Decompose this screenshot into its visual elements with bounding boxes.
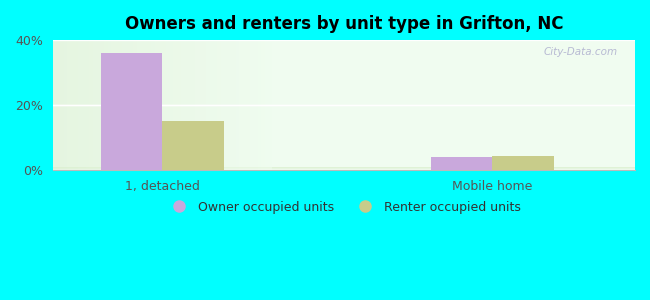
Bar [166,40,170,170]
Bar [67,40,71,170]
Bar [250,40,254,170]
Bar [257,40,261,170]
Bar [225,40,228,170]
Bar [239,40,243,170]
Bar [140,40,144,170]
Bar [151,40,155,170]
Bar [261,40,265,170]
Bar [254,40,257,170]
Bar [174,40,177,170]
Bar [111,40,115,170]
Bar [162,40,166,170]
Bar [60,40,64,170]
Bar [265,40,268,170]
Bar [207,40,210,170]
Bar [78,40,82,170]
Bar [430,157,492,170]
Bar [104,40,107,170]
Bar [93,40,97,170]
Bar [107,40,111,170]
Bar [100,40,104,170]
Bar [247,40,250,170]
Bar [57,40,60,170]
Text: City-Data.com: City-Data.com [543,46,618,57]
Bar [75,40,78,170]
Bar [232,40,236,170]
Bar [210,40,214,170]
Bar [155,40,159,170]
Bar [228,40,232,170]
Bar [236,40,239,170]
Bar [71,40,75,170]
Bar [86,40,89,170]
Bar [181,40,185,170]
Bar [97,40,100,170]
Bar [177,40,181,170]
Bar [118,40,122,170]
Bar [492,156,554,170]
Bar [64,40,67,170]
Bar [243,40,247,170]
Bar [162,122,224,170]
Bar [218,40,221,170]
Bar [159,40,162,170]
Bar [196,40,199,170]
Bar [89,40,93,170]
Bar [122,40,126,170]
Title: Owners and renters by unit type in Grifton, NC: Owners and renters by unit type in Grift… [125,15,563,33]
Bar [53,40,57,170]
Bar [115,40,118,170]
Bar [221,40,225,170]
Bar [144,40,148,170]
Bar [133,40,137,170]
Bar [268,40,272,170]
Bar [192,40,196,170]
Bar [185,40,188,170]
Bar [203,40,207,170]
Legend: Owner occupied units, Renter occupied units: Owner occupied units, Renter occupied un… [162,196,526,219]
Bar [129,40,133,170]
Bar [199,40,203,170]
Bar [214,40,218,170]
Bar [126,40,129,170]
Bar [148,40,151,170]
Bar [188,40,192,170]
Bar [101,53,162,170]
Bar [82,40,86,170]
Bar [170,40,174,170]
Bar [137,40,140,170]
